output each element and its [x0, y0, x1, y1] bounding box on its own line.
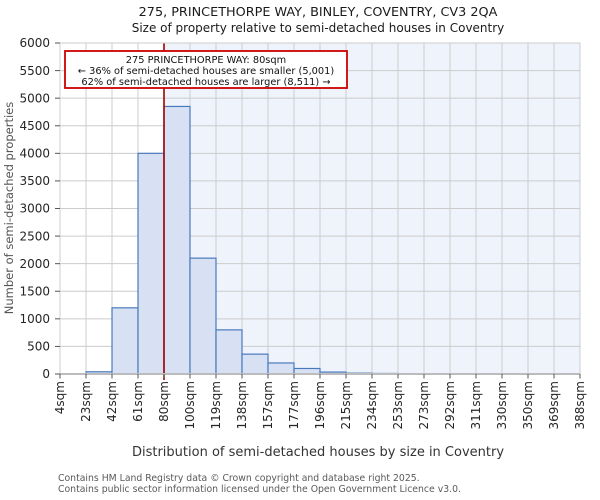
annotation-border — [64, 50, 348, 89]
x-tick-label: 196sqm — [313, 381, 327, 429]
annotation-line-3: 62% of semi-detached houses are larger (… — [81, 77, 330, 88]
histogram-bar — [137, 152, 165, 375]
footer-line-1: Contains HM Land Registry data © Crown c… — [58, 473, 420, 484]
x-tick-label: 80sqm — [157, 381, 171, 422]
y-tick-label: 500 — [27, 340, 50, 354]
x-tick-label: 23sqm — [79, 381, 93, 422]
y-tick-label: 5500 — [19, 64, 50, 78]
annotation-box: 275 PRINCETHORPE WAY: 80sqm ← 36% of sem… — [64, 50, 348, 89]
x-tick-label: 61sqm — [131, 381, 145, 422]
y-tick-labels: 0 500 1000 1500 2000 2500 3000 3500 4000 4500 5000… — [19, 36, 50, 381]
y-tick-label: 3000 — [19, 202, 50, 216]
y-axis-title: Number of semi-detached properties — [2, 102, 16, 314]
x-tick-label: 311sqm — [469, 381, 483, 429]
x-tick-label: 4sqm — [53, 381, 67, 414]
x-tick-label: 350sqm — [521, 381, 535, 429]
y-tick-label: 3500 — [19, 174, 50, 188]
x-tick-label: 177sqm — [287, 381, 301, 429]
x-tick-label: 292sqm — [443, 381, 457, 429]
histogram-bar — [111, 307, 139, 375]
x-tick-label: 273sqm — [417, 381, 431, 429]
y-tick-label: 6000 — [19, 36, 50, 50]
chart-title: 275, PRINCETHORPE WAY, BINLEY, COVENTRY,… — [139, 5, 498, 20]
x-tick-label: 369sqm — [547, 381, 561, 429]
y-tick-label: 1000 — [19, 312, 50, 326]
y-tick-label: 1500 — [19, 284, 50, 298]
axis-ticks — [55, 42, 581, 379]
x-tick-label: 42sqm — [105, 381, 119, 422]
x-axis-title: Distribution of semi-detached houses by … — [132, 445, 504, 460]
footer-line-2: Contains public sector information licen… — [58, 484, 461, 495]
y-tick-label: 0 — [42, 367, 50, 381]
histogram-bar — [163, 105, 191, 375]
x-tick-labels: 4sqm 23sqm 42sqm 61sqm 80sqm 100sqm 119sqm 138s… — [53, 381, 587, 429]
chart-subtitle: Size of property relative to semi-detach… — [132, 21, 505, 35]
x-tick-label: 157sqm — [261, 381, 275, 429]
x-tick-label: 138sqm — [235, 381, 249, 429]
histogram-bars — [85, 105, 399, 375]
histogram-bar — [267, 362, 295, 375]
x-tick-label: 253sqm — [391, 381, 405, 429]
x-tick-label: 100sqm — [183, 381, 197, 429]
y-tick-label: 2000 — [19, 257, 50, 271]
x-tick-label: 234sqm — [365, 381, 379, 429]
x-tick-label: 388sqm — [573, 381, 587, 429]
y-tick-label: 5000 — [19, 91, 50, 105]
y-tick-label: 4500 — [19, 119, 50, 133]
histogram-bar — [189, 257, 217, 375]
histogram-bar — [241, 353, 269, 375]
y-tick-label: 2500 — [19, 229, 50, 243]
annotation-line-2: ← 36% of semi-detached houses are smalle… — [78, 66, 334, 77]
x-tick-label: 215sqm — [339, 381, 353, 429]
y-tick-label: 4000 — [19, 147, 50, 161]
x-tick-label: 119sqm — [209, 381, 223, 429]
histogram-bar — [215, 329, 243, 375]
annotation-line-1: 275 PRINCETHORPE WAY: 80sqm — [126, 55, 286, 66]
x-tick-label: 330sqm — [495, 381, 509, 429]
